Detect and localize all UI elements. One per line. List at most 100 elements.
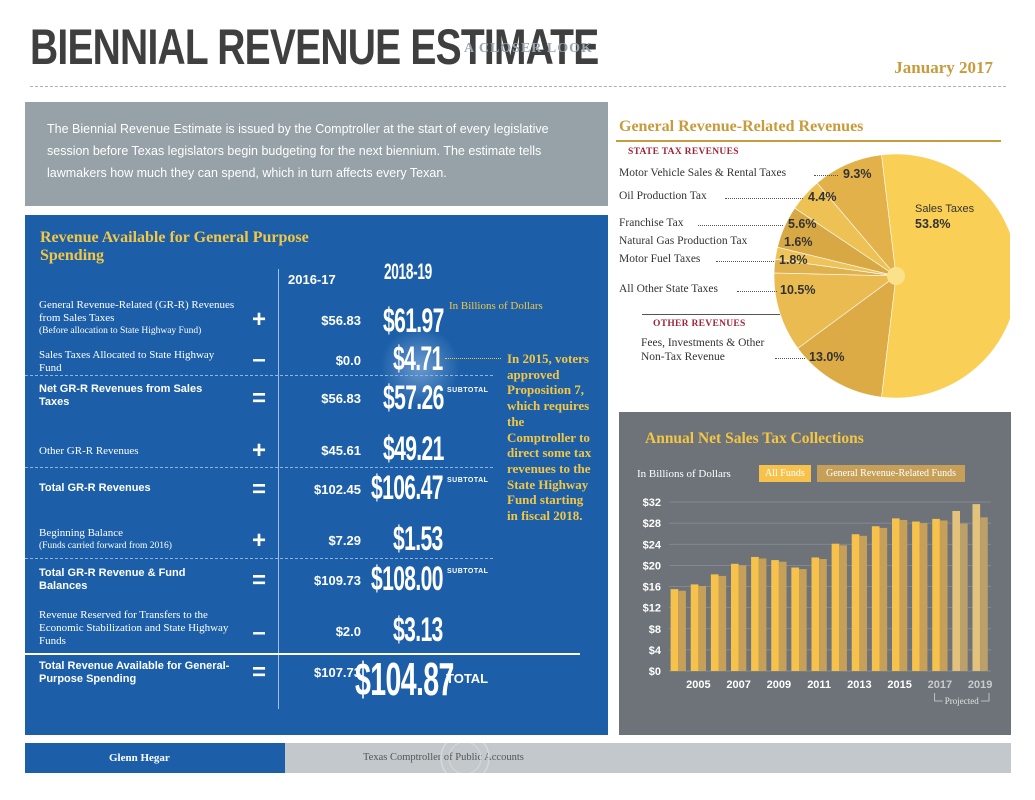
pie-pct-sales-taxes: 53.8% xyxy=(915,217,951,231)
row-divider xyxy=(25,467,493,468)
projected-bracket xyxy=(934,693,990,702)
pie-label-oil-production: Oil Production Tax xyxy=(619,190,707,202)
equals-operator: = xyxy=(251,567,266,594)
row-label-text: General Revenue-Related (GR-R) Revenues … xyxy=(39,299,235,324)
row-note: (Before allocation to State Highway Fund… xyxy=(39,326,202,336)
bar-all-funds-2016 xyxy=(912,521,920,671)
bar-all-funds-2014 xyxy=(871,526,880,671)
pie-label-franchise: Franchise Tax xyxy=(619,217,684,229)
value-2018-19: $61.97 xyxy=(383,302,444,340)
pie-pct-motor-fuel: 1.8% xyxy=(779,253,808,267)
value-2018-19-total: $104.87 xyxy=(355,653,454,705)
y-tick-label: $8 xyxy=(649,624,661,636)
value-2018-19: $106.47 xyxy=(371,469,443,507)
pie-label-all-other: All Other State Taxes xyxy=(619,283,718,295)
equals-operator: = xyxy=(251,385,266,412)
bar-gr-related-2010 xyxy=(799,569,807,671)
bar-gr-related-2007 xyxy=(738,565,747,672)
pie-pct-natural-gas: 1.6% xyxy=(784,235,813,249)
other-revenues-heading: OTHER REVENUES xyxy=(653,319,746,329)
legend-gr-related-funds: General Revenue-Related Funds xyxy=(817,465,965,482)
bar-all-funds-2005 xyxy=(690,584,699,671)
total-divider xyxy=(25,653,580,655)
row-label-reserved-transfers: Revenue Reserved for Transfers to the Ec… xyxy=(39,609,229,647)
bar-all-funds-2012 xyxy=(831,543,840,671)
y-tick-label: $28 xyxy=(643,518,661,530)
x-tick-label: 2015 xyxy=(887,679,911,691)
bar-gr-related-2006 xyxy=(718,575,727,671)
leader-line xyxy=(698,225,783,226)
row-label-beginning-balance: Beginning Balance (Funds carried forward … xyxy=(39,527,249,553)
bar-chart-title: Annual Net Sales Tax Collections xyxy=(645,430,864,447)
pie-label-fees-investments: Fees, Investments & Other Non-Tax Revenu… xyxy=(641,337,765,363)
footer-org-bar: Texas Comptroller of Public Accounts xyxy=(285,743,1011,773)
minus-operator: – xyxy=(252,619,266,646)
pie-pct-fees-investments: 13.0% xyxy=(809,350,845,364)
bar-gr-related-2012 xyxy=(839,545,847,671)
unit-note: In Billions of Dollars xyxy=(449,300,543,312)
value-2018-19: $57.26 xyxy=(383,379,444,417)
bar-all-funds-2011 xyxy=(811,557,820,671)
plus-operator: + xyxy=(251,306,266,333)
equals-operator: = xyxy=(251,659,266,686)
bar-all-funds-2018 xyxy=(952,510,961,671)
bar-chart-unit: In Billions of Dollars xyxy=(637,468,731,480)
bar-chart: $0 $4 $8 $12 $16 $20 $24 $28 $32 2005 2007 2009 2011… xyxy=(643,497,993,706)
legend-all-funds: All Funds xyxy=(759,465,811,482)
bar-gr-related-2015 xyxy=(899,519,908,671)
row-label-total-fund-balances: Total GR-R Revenue & Fund Balances xyxy=(39,567,186,592)
leader-line xyxy=(725,198,803,199)
pie-label-natural-gas: Natural Gas Production Tax xyxy=(619,235,748,247)
value-2018-19: $49.21 xyxy=(383,430,444,468)
bar-gr-related-2013 xyxy=(859,535,868,671)
comptroller-name: Glenn Hegar xyxy=(109,752,170,764)
pie-pct-all-other: 10.5% xyxy=(780,283,816,297)
y-tick-label: $20 xyxy=(643,560,661,572)
x-tick-label: 2005 xyxy=(686,679,710,691)
leader-line xyxy=(775,358,805,359)
x-tick-label: 2017 xyxy=(928,679,952,691)
pie-title-rule xyxy=(616,140,1001,142)
y-tick-label: $32 xyxy=(643,497,661,509)
leader-line xyxy=(737,291,777,292)
revenue-title: Revenue Available for General Purpose Sp… xyxy=(40,229,309,264)
row-label-total-available: Total Revenue Available for General-Purp… xyxy=(39,660,230,685)
bar-gr-related-2005 xyxy=(698,585,707,671)
plus-operator: + xyxy=(251,527,266,554)
pie-label-motor-fuel: Motor Fuel Taxes xyxy=(619,253,701,265)
subtotal-tag: SUBTOTAL xyxy=(447,568,489,575)
pie-label-sales-taxes: Sales Taxes xyxy=(915,203,975,215)
row-note: (Funds carried forward from 2016) xyxy=(39,541,172,551)
state-tax-heading: STATE TAX REVENUES xyxy=(628,147,739,157)
y-tick-label: $4 xyxy=(649,645,662,657)
bar-all-funds-2009 xyxy=(771,560,779,671)
intro-box: The Biennial Revenue Estimate is issued … xyxy=(25,102,608,206)
value-2016-17: $45.61 xyxy=(321,443,361,458)
pie-slice-fees-investments-other-non-tax-revenue xyxy=(797,275,897,398)
x-tick-label: 2007 xyxy=(726,679,750,691)
page-title: BIENNIAL REVENUE ESTIMATE xyxy=(30,19,599,75)
callout-leader xyxy=(445,358,501,359)
pie-title: General Revenue-Related Revenues xyxy=(619,118,864,135)
pie-chart xyxy=(773,153,1010,399)
pie-slice-sales-taxes xyxy=(881,153,1010,399)
pie-pct-franchise: 5.6% xyxy=(788,217,817,231)
organization-name: Texas Comptroller of Public Accounts xyxy=(363,752,524,763)
row-label-text: Beginning Balance xyxy=(39,527,124,539)
sales-tax-chart-panel: Annual Net Sales Tax Collections In Bill… xyxy=(619,412,1011,735)
pie-slice-all-other-state-taxes xyxy=(773,272,897,349)
bar-all-funds-2019 xyxy=(972,504,981,671)
bar-all-funds-2004 xyxy=(670,589,679,671)
value-2016-17: $0.0 xyxy=(335,353,361,368)
leader-line xyxy=(814,175,838,176)
intro-text: The Biennial Revenue Estimate is issued … xyxy=(47,122,549,180)
value-2016-17: $102.45 xyxy=(314,482,361,497)
equals-operator: = xyxy=(251,476,266,503)
bar-all-funds-2017 xyxy=(932,518,940,671)
x-tick-label: 2013 xyxy=(847,679,871,691)
highlight-glow xyxy=(380,327,460,407)
value-2016-17: $7.29 xyxy=(328,533,361,548)
value-2016-17: $2.0 xyxy=(335,624,361,639)
publication-date: January 2017 xyxy=(894,58,993,77)
pie-label-motor-vehicle: Motor Vehicle Sales & Rental Taxes xyxy=(619,167,787,179)
